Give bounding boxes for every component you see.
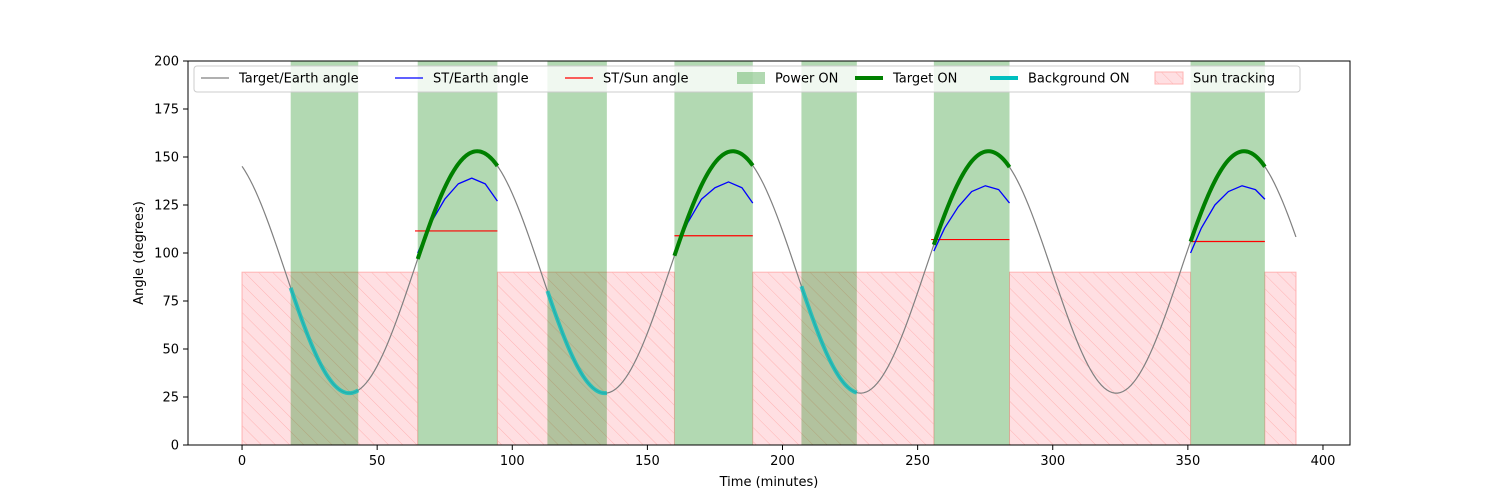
- target-on-line: [931, 149, 1012, 246]
- power-on-region: [1190, 61, 1265, 445]
- legend-label: Target ON: [892, 72, 957, 87]
- target-on-line: [415, 149, 500, 260]
- legend-label: Power ON: [775, 72, 838, 87]
- x-tick-label: 0: [238, 454, 246, 469]
- st-earth-angle-line: [1189, 185, 1266, 254]
- y-tick-label: 50: [162, 343, 179, 358]
- y-tick-label: 75: [162, 295, 179, 310]
- x-tick-label: 300: [1040, 454, 1065, 469]
- st-earth-angle-line: [933, 185, 1011, 252]
- power-on-region: [801, 61, 857, 445]
- power-on-region: [547, 61, 607, 445]
- y-tick-label: 25: [162, 391, 179, 406]
- legend-swatch-hatch: [1155, 72, 1183, 84]
- legend-entry: ST/Earth angle: [395, 72, 529, 87]
- series-lines-layer: [241, 149, 1297, 396]
- x-tick-label: 350: [1175, 454, 1200, 469]
- legend-entry: Power ON: [737, 72, 838, 87]
- x-tick-label: 200: [770, 454, 795, 469]
- x-axis: 0 50 100 150 200 250 300 350 400: [238, 445, 1335, 469]
- power-on-region: [290, 61, 359, 445]
- power-on-region: [417, 61, 498, 445]
- power-on-layer: [290, 61, 1265, 445]
- sun-tracking-hatch: [241, 271, 419, 445]
- x-axis-label: Time (minutes): [719, 475, 819, 490]
- power-on-region: [933, 61, 1010, 445]
- legend-entry: Background ON: [990, 72, 1130, 87]
- x-tick-label: 150: [635, 454, 660, 469]
- x-tick-label: 100: [500, 454, 525, 469]
- legend: Target/Earth angle ST/Earth angle ST/Sun a…: [193, 65, 1301, 93]
- legend-label: Target/Earth angle: [238, 72, 359, 87]
- sun-tracking-layer: [241, 271, 1297, 445]
- x-tick-label: 400: [1311, 454, 1336, 469]
- target-on-line: [672, 149, 755, 257]
- x-tick-label: 50: [369, 454, 386, 469]
- y-axis: 0 25 50 75 100 125 150 175 200: [154, 55, 188, 454]
- legend-label: Background ON: [1028, 72, 1130, 87]
- background-on-line: [545, 290, 608, 396]
- background-on-line: [799, 285, 858, 395]
- legend-label: Sun tracking: [1193, 72, 1275, 87]
- legend-label: ST/Earth angle: [433, 72, 529, 87]
- sun-tracking-hatch: [1009, 271, 1192, 445]
- x-tick-label: 250: [905, 454, 930, 469]
- y-tick-label: 125: [154, 199, 179, 214]
- y-tick-label: 0: [171, 439, 179, 454]
- y-tick-label: 175: [154, 103, 179, 118]
- background-on-line: [288, 287, 360, 396]
- legend-entry: Target/Earth angle: [201, 72, 359, 87]
- power-on-region: [674, 61, 753, 445]
- sun-tracking-hatch: [752, 271, 935, 445]
- plot-area: [241, 61, 1297, 445]
- legend-label: ST/Sun angle: [603, 72, 689, 87]
- sun-tracking-hatch: [496, 271, 675, 445]
- sun-tracking-hatch: [1264, 271, 1297, 445]
- legend-swatch-patch: [737, 72, 765, 84]
- target-on-line: [1188, 149, 1267, 243]
- legend-frame: [193, 65, 1301, 93]
- legend-entry: ST/Sun angle: [565, 72, 689, 87]
- y-tick-label: 200: [154, 55, 179, 70]
- legend-entry: Sun tracking: [1154, 71, 1275, 87]
- y-axis-label: Angle (degrees): [132, 201, 147, 305]
- legend-entry: Target ON: [855, 72, 957, 87]
- y-tick-label: 100: [154, 247, 179, 262]
- y-tick-label: 150: [154, 151, 179, 166]
